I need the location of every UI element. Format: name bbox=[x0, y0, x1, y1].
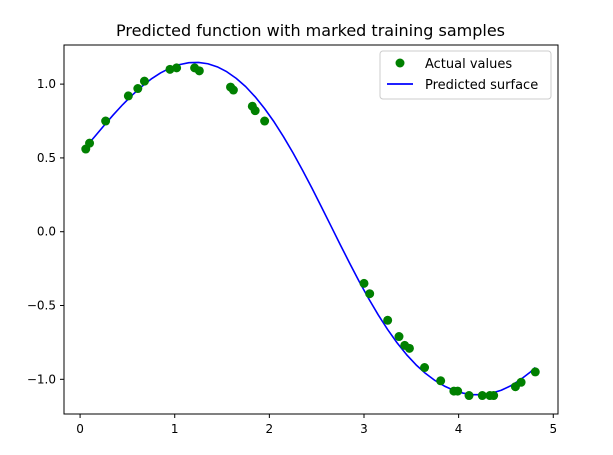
data-point-actual-values bbox=[172, 63, 182, 73]
data-point-actual-values bbox=[359, 278, 369, 288]
x-tick-label: 1 bbox=[171, 422, 179, 436]
x-tick-label: 5 bbox=[549, 422, 557, 436]
x-axis: 0 1 2 3 4 5 bbox=[76, 414, 557, 436]
data-point-actual-values bbox=[260, 116, 270, 126]
data-point-actual-values bbox=[477, 391, 487, 401]
data-point-actual-values bbox=[420, 363, 430, 373]
data-point-actual-values bbox=[85, 138, 95, 148]
data-point-actual-values bbox=[394, 332, 404, 342]
data-point-actual-values bbox=[489, 391, 499, 401]
y-tick-label: −1.0 bbox=[27, 372, 56, 386]
y-tick-label: 0.5 bbox=[37, 151, 56, 165]
data-point-actual-values bbox=[194, 66, 204, 76]
axes-frame bbox=[63, 44, 559, 415]
data-point-actual-values bbox=[101, 116, 111, 126]
data-point-actual-values bbox=[250, 106, 260, 116]
y-axis: −1.0 −0.5 0.0 0.5 1.0 bbox=[27, 77, 64, 386]
chart-title: Predicted function with marked training … bbox=[116, 21, 505, 40]
data-point-actual-values bbox=[516, 377, 526, 387]
data-point-actual-values bbox=[383, 315, 393, 325]
data-point-actual-values bbox=[365, 289, 375, 299]
data-point-actual-values bbox=[123, 91, 133, 101]
data-point-actual-values bbox=[453, 386, 463, 396]
legend-label-actual-values: Actual values bbox=[425, 57, 512, 72]
x-tick-label: 3 bbox=[360, 422, 368, 436]
data-point-actual-values bbox=[228, 85, 238, 95]
series-line-predicted-surface bbox=[85, 61, 536, 396]
y-tick-label: 0.0 bbox=[37, 225, 56, 239]
x-tick-label: 0 bbox=[76, 422, 84, 436]
data-point-actual-values bbox=[404, 343, 414, 353]
y-tick-label: −0.5 bbox=[27, 299, 56, 313]
legend-box bbox=[379, 50, 552, 100]
legend-marker-actual-values bbox=[395, 58, 405, 68]
data-point-actual-values bbox=[133, 84, 143, 94]
data-point-actual-values bbox=[139, 76, 149, 86]
data-point-actual-values bbox=[530, 367, 540, 377]
data-point-actual-values bbox=[436, 376, 446, 386]
x-tick-label: 4 bbox=[455, 422, 463, 436]
y-tick-label: 1.0 bbox=[37, 77, 56, 91]
legend-label-predicted-surface: Predicted surface bbox=[425, 78, 538, 93]
x-tick-label: 2 bbox=[266, 422, 274, 436]
plot-area bbox=[81, 61, 540, 401]
legend: Actual values Predicted surface bbox=[379, 50, 552, 100]
data-point-actual-values bbox=[464, 391, 474, 401]
